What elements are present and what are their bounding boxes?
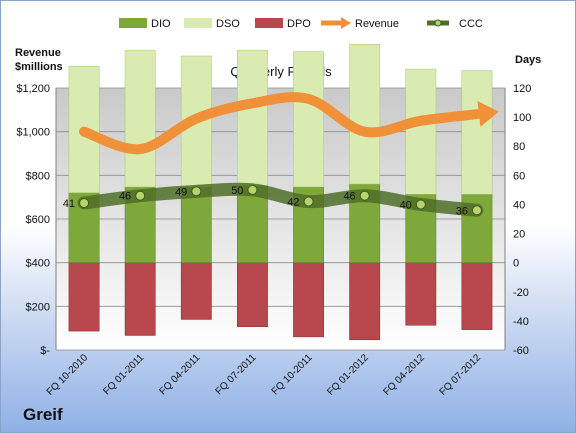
ccc-data-label: 46 — [119, 191, 131, 203]
right-tick-label: 120 — [513, 83, 531, 95]
ccc-marker — [471, 205, 482, 216]
dpo-bar — [461, 262, 493, 330]
ccc-marker — [135, 190, 146, 201]
left-axis-title: Revenue — [15, 47, 61, 59]
right-tick-label: -20 — [513, 287, 529, 299]
dpo-bar — [237, 262, 268, 327]
legend: DIO DSO DPO Revenue CCC — [119, 17, 483, 30]
chart-svg: DIO DSO DPO Revenue CCC Revenue $millions Da… — [15, 17, 541, 398]
legend-swatch-dso — [184, 18, 212, 28]
dso-bar — [124, 49, 156, 188]
legend-arrow-revenue — [341, 17, 351, 29]
right-axis-title: Days — [515, 54, 541, 66]
dio-bar — [237, 185, 268, 263]
ccc-marker — [359, 190, 370, 201]
ccc-marker — [303, 196, 314, 207]
x-tick-label: FQ 04-2011 — [157, 352, 202, 397]
right-tick-label: -40 — [513, 316, 529, 328]
right-tick-label: 20 — [513, 229, 525, 241]
ccc-marker — [79, 197, 90, 208]
x-tick-label: FQ 04-2012 — [381, 352, 427, 398]
left-tick-label: $600 — [26, 214, 50, 226]
ccc-data-label: 40 — [400, 199, 412, 211]
dso-bar — [293, 51, 324, 188]
dpo-bar — [293, 262, 324, 338]
x-tick-label: FQ 01-2011 — [101, 352, 146, 397]
dpo-bar — [405, 262, 437, 326]
x-tick-label: FQ 10-2010 — [45, 352, 91, 398]
legend-label: Revenue — [355, 18, 399, 30]
legend-label: DIO — [151, 18, 171, 30]
dpo-bar — [349, 262, 381, 341]
ccc-data-label: 36 — [456, 205, 468, 217]
x-tick-label: FQ 01-2012 — [325, 352, 371, 398]
x-tick-label: FQ 07-2011 — [214, 352, 259, 397]
x-tick-label: FQ 07-2012 — [438, 352, 484, 398]
dio-bar — [180, 186, 212, 263]
right-tick-label: 40 — [513, 199, 525, 211]
left-tick-label: $800 — [26, 170, 50, 182]
right-tick-label: -60 — [513, 345, 529, 357]
dso-bar — [349, 44, 381, 185]
legend-swatch-dio — [119, 18, 147, 28]
left-tick-label: $1,000 — [16, 127, 50, 139]
dso-bar — [237, 49, 268, 186]
right-tick-label: 0 — [513, 258, 519, 270]
company-name: Greif — [23, 405, 63, 424]
left-tick-label: $1,200 — [16, 83, 50, 95]
ccc-data-label: 46 — [343, 191, 355, 203]
ccc-data-label: 49 — [175, 186, 187, 198]
legend-marker-ccc — [434, 19, 442, 27]
legend-label: DPO — [287, 18, 311, 30]
dpo-bar — [180, 262, 212, 320]
right-tick-label: 80 — [513, 141, 525, 153]
legend-label: DSO — [216, 18, 240, 30]
ccc-marker — [247, 184, 258, 195]
line-series: 41 46 49 50 42 46 40 36 — [63, 92, 499, 217]
dso-bar — [405, 68, 437, 195]
right-tick-label: 60 — [513, 170, 525, 182]
ccc-marker — [415, 199, 426, 210]
dso-bar — [461, 70, 493, 195]
right-tick-label: 100 — [513, 112, 531, 124]
x-tick-label: FQ 10-2011 — [270, 352, 315, 397]
dpo-bar — [68, 262, 100, 332]
left-tick-label: $200 — [26, 301, 50, 313]
ccc-data-label: 42 — [287, 197, 299, 209]
ccc-data-label: 41 — [63, 198, 75, 210]
left-tick-label: $400 — [26, 258, 50, 270]
dpo-bar — [124, 262, 156, 336]
revenue-arrowhead — [477, 101, 499, 127]
bar-series — [68, 44, 493, 341]
ccc-data-label: 50 — [231, 185, 243, 197]
legend-swatch-dpo — [255, 18, 283, 28]
legend-label: CCC — [459, 18, 483, 30]
left-tick-label: $- — [40, 345, 50, 357]
left-axis-title-units: $millions — [15, 61, 63, 73]
revenue-line — [79, 92, 482, 155]
ccc-marker — [191, 186, 202, 197]
